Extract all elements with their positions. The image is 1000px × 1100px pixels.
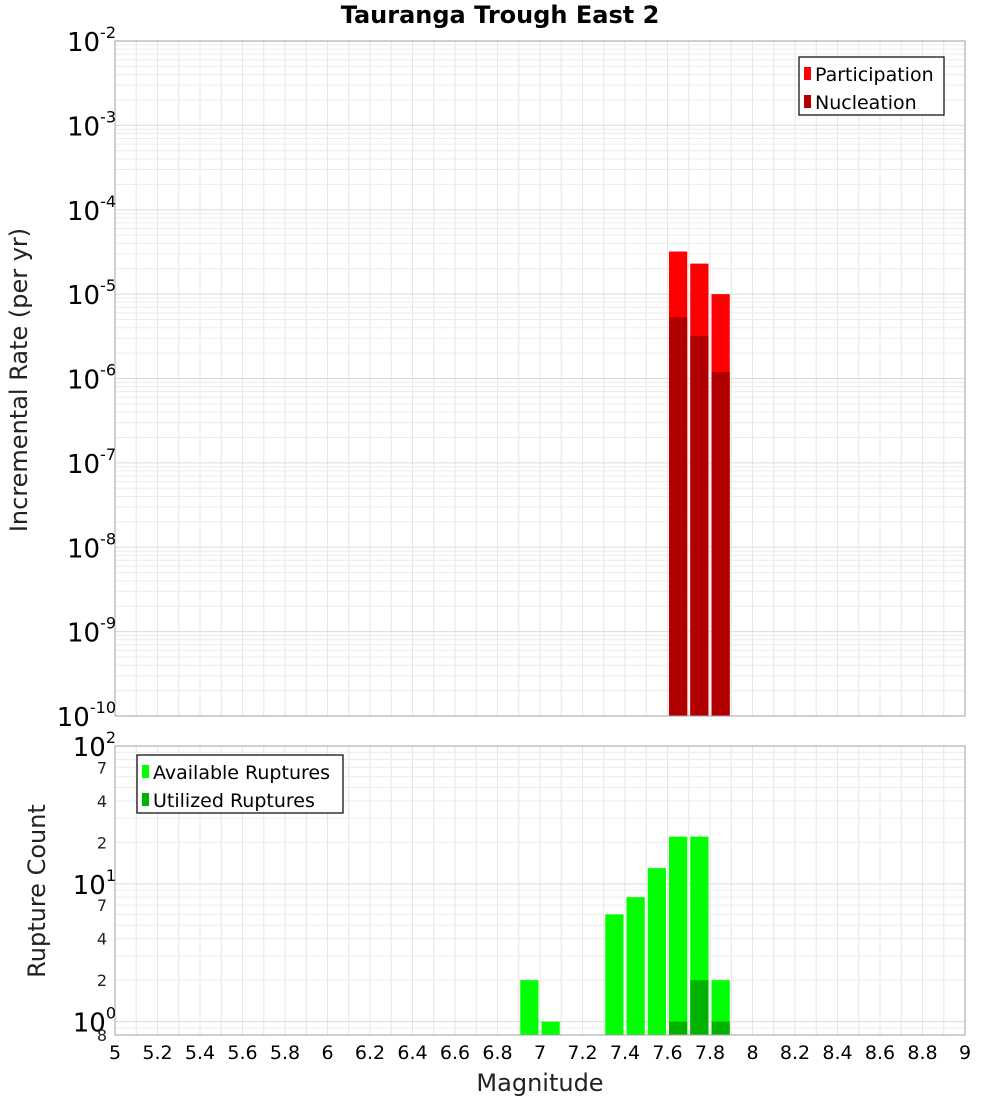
y-minor-tick-label: 4 [97, 930, 107, 949]
x-tick-label: 7.4 [610, 1042, 640, 1064]
y-minor-tick-label: 7 [97, 758, 107, 777]
y-minor-tick-label: 2 [97, 833, 107, 852]
y-minor-tick-label: 2 [97, 971, 107, 990]
y-tick-label: 10-10 [57, 698, 116, 733]
x-tick-label: 5.4 [185, 1042, 215, 1064]
y-tick-label: 100 [73, 1004, 116, 1039]
bar [647, 868, 666, 1035]
bar [669, 836, 688, 1035]
y-tick-label: 10-8 [67, 529, 116, 564]
legend-swatch [142, 793, 149, 806]
x-tick-label: 5.6 [227, 1042, 257, 1064]
x-tick-label: 8.2 [780, 1042, 810, 1064]
y-tick-label: 10-3 [67, 107, 116, 142]
y-tick-label: 10-7 [67, 445, 116, 480]
rate-series-nucleation [669, 317, 730, 716]
y-tick-label: 10-2 [67, 23, 116, 58]
legend-label: Nucleation [815, 92, 917, 114]
x-tick-label: 7.2 [567, 1042, 597, 1064]
y-tick-label: 102 [73, 728, 116, 763]
x-tick-label: 9 [959, 1042, 971, 1064]
rate-plot: ParticipationNucleation10-210-310-410-51… [57, 23, 966, 733]
bar [520, 980, 539, 1035]
y-tick-label: 10-4 [67, 192, 116, 227]
x-tick-label: 6.8 [482, 1042, 512, 1064]
x-tick-label: 5 [109, 1042, 121, 1064]
count-legend: Available Ruptures Utilized Ruptures [136, 754, 344, 814]
x-tick-label: 7.8 [695, 1042, 725, 1064]
x-tick-label: 5.8 [270, 1042, 300, 1064]
x-tick-label: 7 [534, 1042, 546, 1064]
bottom-y-ticks: 102 101 100 7 4 2 7 4 2 8 [73, 728, 116, 1045]
bar [605, 914, 624, 1035]
bar [690, 980, 709, 1035]
bar [711, 1021, 730, 1035]
bar [711, 371, 730, 716]
y-tick-label: 101 [73, 866, 116, 901]
x-tick-label: 6 [321, 1042, 333, 1064]
x-tick-label: 6.2 [355, 1042, 385, 1064]
x-axis-ticks: 5 5.2 5.4 5.6 5.8 6 6.2 6.4 6.6 6.8 7 7.2 7.4 7.6 7.8 8… [109, 1042, 971, 1064]
y-minor-tick-label: 8 [97, 1026, 107, 1045]
bar [669, 1021, 688, 1035]
y-minor-tick-label: 7 [97, 896, 107, 915]
legend-box [798, 56, 945, 116]
top-y-ticks: 10-2 10-3 10-4 10-5 10-6 10-7 10-8 10-9 10-10 [57, 23, 116, 733]
legend-label: Utilized Ruptures [153, 790, 315, 812]
y-minor-tick-label: 4 [97, 792, 107, 811]
bar [711, 980, 730, 1035]
grid [114, 40, 966, 717]
legend-swatch [142, 765, 149, 778]
x-tick-label: 6.4 [397, 1042, 427, 1064]
x-tick-label: 6.6 [440, 1042, 470, 1064]
bar [541, 1021, 560, 1035]
x-tick-label: 8 [746, 1042, 758, 1064]
y-tick-label: 10-6 [67, 361, 116, 396]
x-axis-label: Magnitude [476, 1069, 603, 1097]
x-tick-label: 7.6 [652, 1042, 682, 1064]
bar [690, 335, 709, 716]
legend-swatch [804, 95, 811, 108]
rate-legend: Participation Nucleation [798, 56, 945, 116]
legend-label: Participation [815, 64, 934, 86]
x-tick-label: 5.2 [142, 1042, 172, 1064]
y-tick-label: 10-9 [67, 614, 116, 649]
plot-frame [114, 40, 966, 717]
bottom-y-axis-label: Rupture Count [23, 804, 51, 978]
x-tick-label: 8.4 [822, 1042, 852, 1064]
y-tick-label: 10-5 [67, 276, 116, 311]
legend-label: Available Ruptures [153, 762, 330, 784]
bar [626, 897, 645, 1035]
bar [669, 317, 688, 716]
top-y-axis-label: Incremental Rate (per yr) [5, 228, 33, 532]
legend-swatch [804, 67, 811, 80]
legend-box [136, 754, 344, 814]
plot-frame [114, 745, 966, 1036]
x-tick-label: 8.8 [907, 1042, 937, 1064]
x-tick-label: 8.6 [865, 1042, 895, 1064]
chart-title: Tauranga Trough East 2 [341, 1, 660, 29]
count-series-utilized-ruptures [669, 980, 730, 1035]
